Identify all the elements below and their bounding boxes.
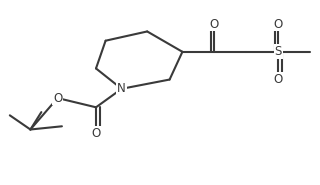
Text: O: O xyxy=(210,18,219,31)
Text: O: O xyxy=(92,127,100,140)
Text: N: N xyxy=(117,82,126,95)
Text: O: O xyxy=(53,92,62,105)
Text: S: S xyxy=(275,45,282,58)
Text: O: O xyxy=(274,18,283,31)
Text: O: O xyxy=(274,73,283,86)
Text: N: N xyxy=(117,82,126,95)
